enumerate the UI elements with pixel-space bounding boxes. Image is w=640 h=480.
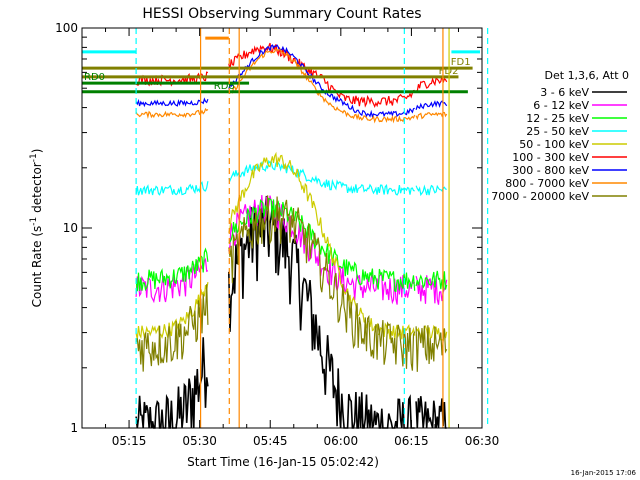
series-5-segment-1 — [228, 42, 415, 108]
x-tick-label-0630: 06:30 — [465, 434, 500, 448]
x-tick-label-0515: 05:15 — [112, 434, 147, 448]
x-tick-label-0615: 06:15 — [394, 434, 429, 448]
x-axis-label: Start Time (16-Jan-15 05:02:42) — [187, 455, 379, 469]
legend-label-8: 7000 - 20000 keV — [491, 190, 589, 203]
series-2-segment-1 — [228, 197, 416, 292]
series-2-segment-2 — [415, 270, 448, 291]
x-tick-label-0545: 05:45 — [253, 434, 288, 448]
legend-label-2: 12 - 25 keV — [526, 112, 589, 125]
series-8-segment-2 — [415, 325, 448, 372]
y-axis-label: Count Rate (s-1 detector-1) — [29, 149, 44, 308]
y-axis-label-main: Count Rate (s — [30, 226, 44, 308]
y-axis-label-sup2: -1 — [29, 153, 39, 162]
timestamp: 16-Jan-2015 17:06 — [571, 469, 637, 477]
legend-label-6: 300 - 800 keV — [512, 164, 589, 177]
legend-label-3: 25 - 50 keV — [526, 125, 589, 138]
series-3-segment-2 — [415, 184, 447, 197]
axes-layer: 05:15 05:30 05:45 06:00 06:15 06:30 1 10 100 — [55, 21, 499, 448]
legend-label-4: 50 - 100 keV — [519, 138, 589, 151]
series-7-segment-2 — [415, 111, 448, 121]
y-tick-label-1: 1 — [70, 421, 78, 435]
series-6-segment-0 — [135, 97, 209, 108]
series-0-segment-2 — [415, 396, 447, 429]
flag-label-fd1: FD1 — [451, 57, 471, 68]
y-tick-label-100: 100 — [55, 21, 78, 35]
series-8-segment-1 — [228, 195, 416, 371]
series-4-segment-0 — [135, 282, 209, 340]
series-1-segment-2 — [415, 275, 448, 305]
legend-label-7: 800 - 7000 keV — [505, 177, 589, 190]
flag-label-rd6: RD6 — [214, 81, 235, 92]
series-6-segment-2 — [415, 100, 448, 110]
data-layer: FD1FD2RD0RD6 — [82, 28, 489, 429]
legend-title: Det 1,3,6, Att 0 — [545, 69, 629, 82]
x-tick-label-0530: 05:30 — [182, 434, 217, 448]
legend-label-5: 100 - 300 keV — [512, 151, 589, 164]
series-0-segment-0 — [135, 337, 209, 429]
series-7-segment-0 — [135, 107, 209, 120]
series-8-segment-0 — [135, 284, 209, 372]
x-tick-label-0600: 06:00 — [324, 434, 359, 448]
series-6-segment-1 — [228, 44, 415, 119]
series-7-segment-1 — [228, 48, 416, 124]
series-3-segment-0 — [135, 181, 209, 196]
y-tick-label-10: 10 — [63, 221, 78, 235]
y-axis-label-end: ) — [30, 149, 44, 154]
legend-label-1: 6 - 12 keV — [533, 99, 589, 112]
y-axis-label-mid: detector — [30, 162, 44, 217]
legend-label-0: 3 - 6 keV — [540, 86, 589, 99]
flag-label-rd0: RD0 — [84, 72, 105, 83]
y-axis-label-sup1: -1 — [29, 217, 39, 226]
chart-title: HESSI Observing Summary Count Rates — [142, 6, 421, 22]
series-2-segment-0 — [135, 247, 209, 292]
